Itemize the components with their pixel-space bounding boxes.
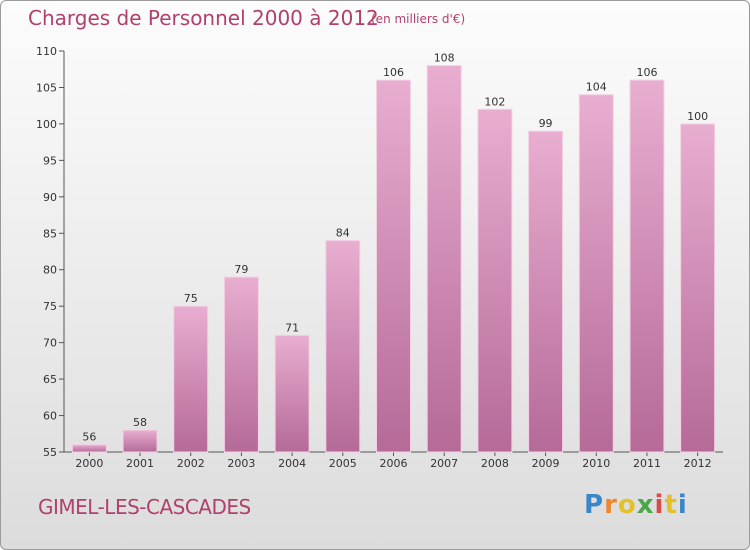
bar-value-label: 108: [434, 52, 455, 65]
bar: [528, 130, 564, 453]
y-tick-label: 75: [43, 300, 57, 313]
bar-value-label: 75: [184, 292, 198, 305]
bar-value-label: 99: [539, 117, 553, 130]
bar-value-label: 56: [82, 431, 96, 444]
x-tick-label: 2001: [126, 457, 154, 470]
y-tick-label: 100: [36, 118, 57, 131]
x-axis: 2000 2001 2002 2003 2004 2005 2006 2007 2008 2009…: [64, 451, 723, 470]
x-tick-label: 2007: [430, 457, 458, 470]
bar: [426, 65, 462, 453]
y-tick-label: 70: [43, 337, 57, 350]
y-tick-label: 55: [43, 446, 57, 459]
bar: [122, 429, 158, 453]
x-tick-label: 2012: [684, 457, 712, 470]
bar-value-label: 79: [234, 263, 248, 276]
x-tick-label: 2009: [532, 457, 560, 470]
bar-value-label: 102: [484, 95, 505, 108]
bar: [71, 444, 107, 453]
x-tick-label: 2002: [177, 457, 205, 470]
x-tick-label: 2008: [481, 457, 509, 470]
proxiti-logo[interactable]: Proxiti: [584, 490, 688, 520]
x-tick-label: 2004: [278, 457, 306, 470]
bar: [325, 240, 361, 453]
bar: [578, 94, 614, 453]
bar-value-label: 104: [586, 81, 607, 94]
y-tick-label: 90: [43, 191, 57, 204]
y-tick-label: 85: [43, 227, 57, 240]
x-tick-label: 2003: [227, 457, 255, 470]
y-tick-label: 95: [43, 154, 57, 167]
chart-subtitle: (en milliers d'€): [371, 12, 466, 26]
bar: [274, 334, 310, 453]
bar: [376, 79, 411, 453]
y-tick-label: 110: [36, 45, 57, 58]
x-tick-label: 2010: [582, 457, 610, 470]
y-tick-label: 60: [43, 410, 57, 423]
y-axis: 55 60 65 70 75 80 85 90 95 100 105 110: [36, 45, 65, 459]
chart-title: Charges de Personnel 2000 à 2012: [28, 6, 379, 30]
x-tick-label: 2006: [380, 457, 408, 470]
bar: [173, 305, 209, 453]
x-tick-label: 2011: [633, 457, 661, 470]
bar: [629, 79, 665, 453]
bars: [71, 65, 716, 453]
bar: [223, 276, 259, 453]
bar-value-label: 71: [285, 321, 299, 334]
bar: [477, 108, 513, 453]
bar-value-label: 106: [636, 66, 657, 79]
value-labels: 56 58 75 79 71 84 106 108 102 99 104 106 100: [82, 52, 708, 444]
bar-value-label: 84: [336, 227, 350, 240]
commune-name: GIMEL-LES-CASCADES: [38, 495, 251, 519]
y-tick-label: 65: [43, 373, 57, 386]
x-tick-label: 2000: [75, 457, 103, 470]
x-tick-label: 2005: [329, 457, 357, 470]
bar-value-label: 100: [687, 110, 708, 123]
y-tick-label: 105: [36, 81, 57, 94]
y-tick-label: 80: [43, 264, 57, 277]
bar: [680, 123, 716, 453]
bar-value-label: 106: [383, 66, 404, 79]
bar-value-label: 58: [133, 416, 147, 429]
